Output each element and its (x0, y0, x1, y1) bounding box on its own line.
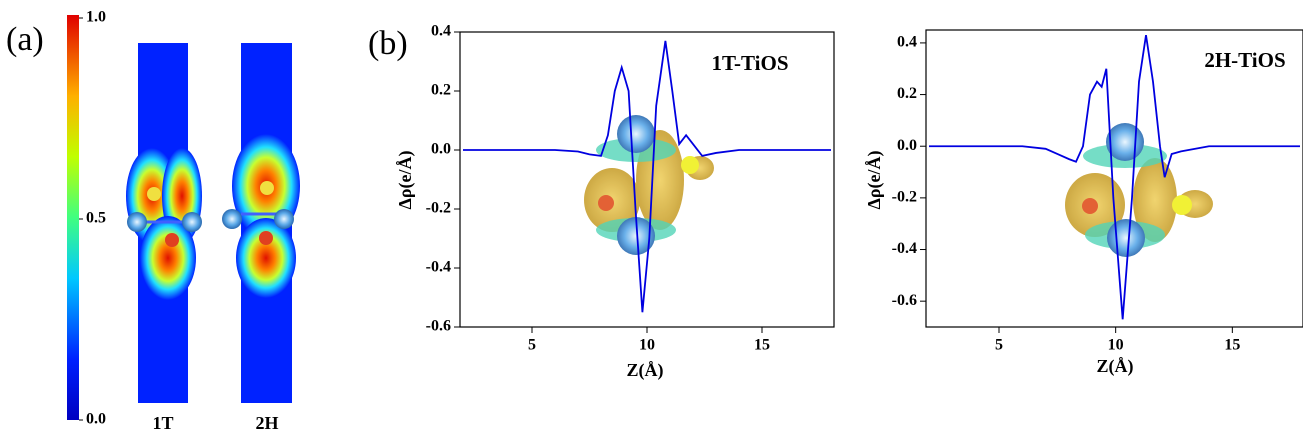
map-label: 2H (255, 413, 278, 433)
y-tick-label: -0.4 (892, 240, 917, 257)
y-tick-label: -0.4 (426, 259, 451, 276)
structure-inset-2 (1065, 123, 1213, 257)
x-axis-label: Z(Å) (627, 360, 664, 381)
y-tick-label: 0.2 (897, 85, 917, 102)
x-tick-label: 10 (1108, 337, 1124, 354)
colorbar-tick-label: 1.0 (86, 9, 106, 26)
y-tick-label: 0.4 (897, 34, 917, 51)
map-label: 1T (152, 413, 173, 433)
y-tick-label: 0.0 (897, 137, 917, 154)
y-tick-label: -0.6 (892, 292, 917, 309)
colorbar (67, 15, 79, 420)
y-axis-label: Δρ(e/Å) (395, 151, 416, 210)
x-axis-label: Z(Å) (1097, 356, 1134, 377)
figure: (a) 1T 2H (b) 1T-TiOS 2H-TiOS Z(Å) Z(Å) … (0, 0, 1303, 439)
chart-title: 2H-TiOS (1204, 48, 1285, 72)
y-tick-label: 0.2 (431, 82, 451, 99)
chart-title: 1T-TiOS (711, 51, 788, 75)
y-tick-label: 0.4 (431, 23, 451, 40)
line (929, 35, 1300, 319)
x-tick-label: 5 (528, 337, 536, 354)
y-tick-label: -0.6 (426, 318, 451, 335)
x-tick-label: 15 (754, 337, 770, 354)
plot-frame (926, 30, 1303, 327)
y-axis-label: Δρ(e/Å) (864, 151, 885, 210)
x-tick-label: 15 (1224, 337, 1240, 354)
y-tick-label: -0.2 (892, 189, 917, 206)
density-maps (126, 43, 300, 403)
colorbar-tick-label: 0.0 (86, 411, 106, 428)
x-tick-label: 10 (639, 337, 655, 354)
panel-label: (a) (6, 21, 44, 58)
y-tick-label: 0.0 (431, 141, 451, 158)
y-tick-label: -0.2 (426, 200, 451, 217)
x-tick-label: 5 (995, 337, 1003, 354)
colorbar-tick-label: 0.5 (86, 210, 106, 227)
panel-label: (b) (368, 25, 408, 62)
